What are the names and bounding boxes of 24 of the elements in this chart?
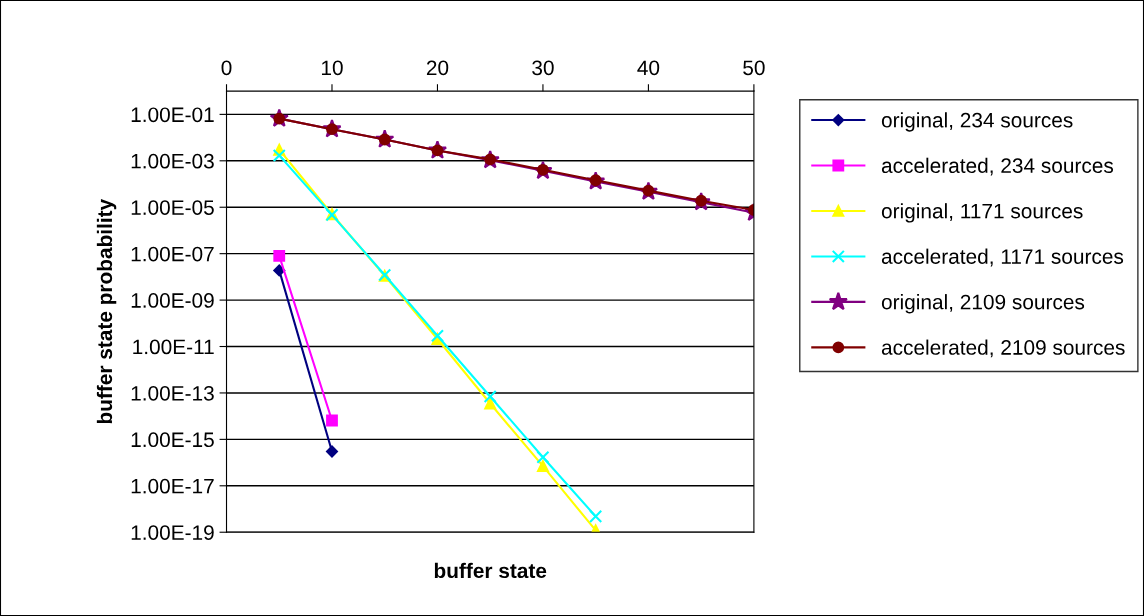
legend-label: original, 2109 sources (881, 294, 1085, 314)
y-tick-label: 1.00E-01 (131, 107, 214, 123)
x-tick-label: 0 (221, 60, 232, 76)
legend-label: original, 1171 sources (881, 203, 1083, 223)
y-tick-label: 1.00E-11 (133, 339, 214, 355)
x-tick-label: 50 (743, 60, 765, 76)
legend-label: original, 234 sources (881, 112, 1073, 132)
y-tick-label: 1.00E-03 (131, 153, 214, 169)
y-tick-label: 1.00E-09 (131, 293, 214, 308)
y-tick-label: 1.00E-15 (131, 432, 214, 448)
legend-label: accelerated, 2109 sources (881, 339, 1125, 358)
legend-label: accelerated, 234 sources (881, 157, 1114, 176)
y-tick-label: 1.00E-17 (131, 478, 214, 494)
x-tick-label: 20 (426, 60, 449, 76)
x-tick-label: 30 (532, 60, 554, 76)
x-tick-label: 10 (321, 60, 343, 76)
legend-label: accelerated, 1171 sources (881, 248, 1124, 267)
x-axis-title: buffer state (434, 562, 547, 579)
y-axis-title: buffer state probability (96, 198, 117, 424)
x-tick-label: 40 (637, 60, 660, 76)
y-tick-label: 1.00E-19 (131, 525, 214, 540)
y-tick-label: 1.00E-05 (131, 200, 214, 215)
y-tick-label: 1.00E-07 (131, 246, 214, 262)
y-tick-label: 1.00E-13 (131, 385, 214, 401)
